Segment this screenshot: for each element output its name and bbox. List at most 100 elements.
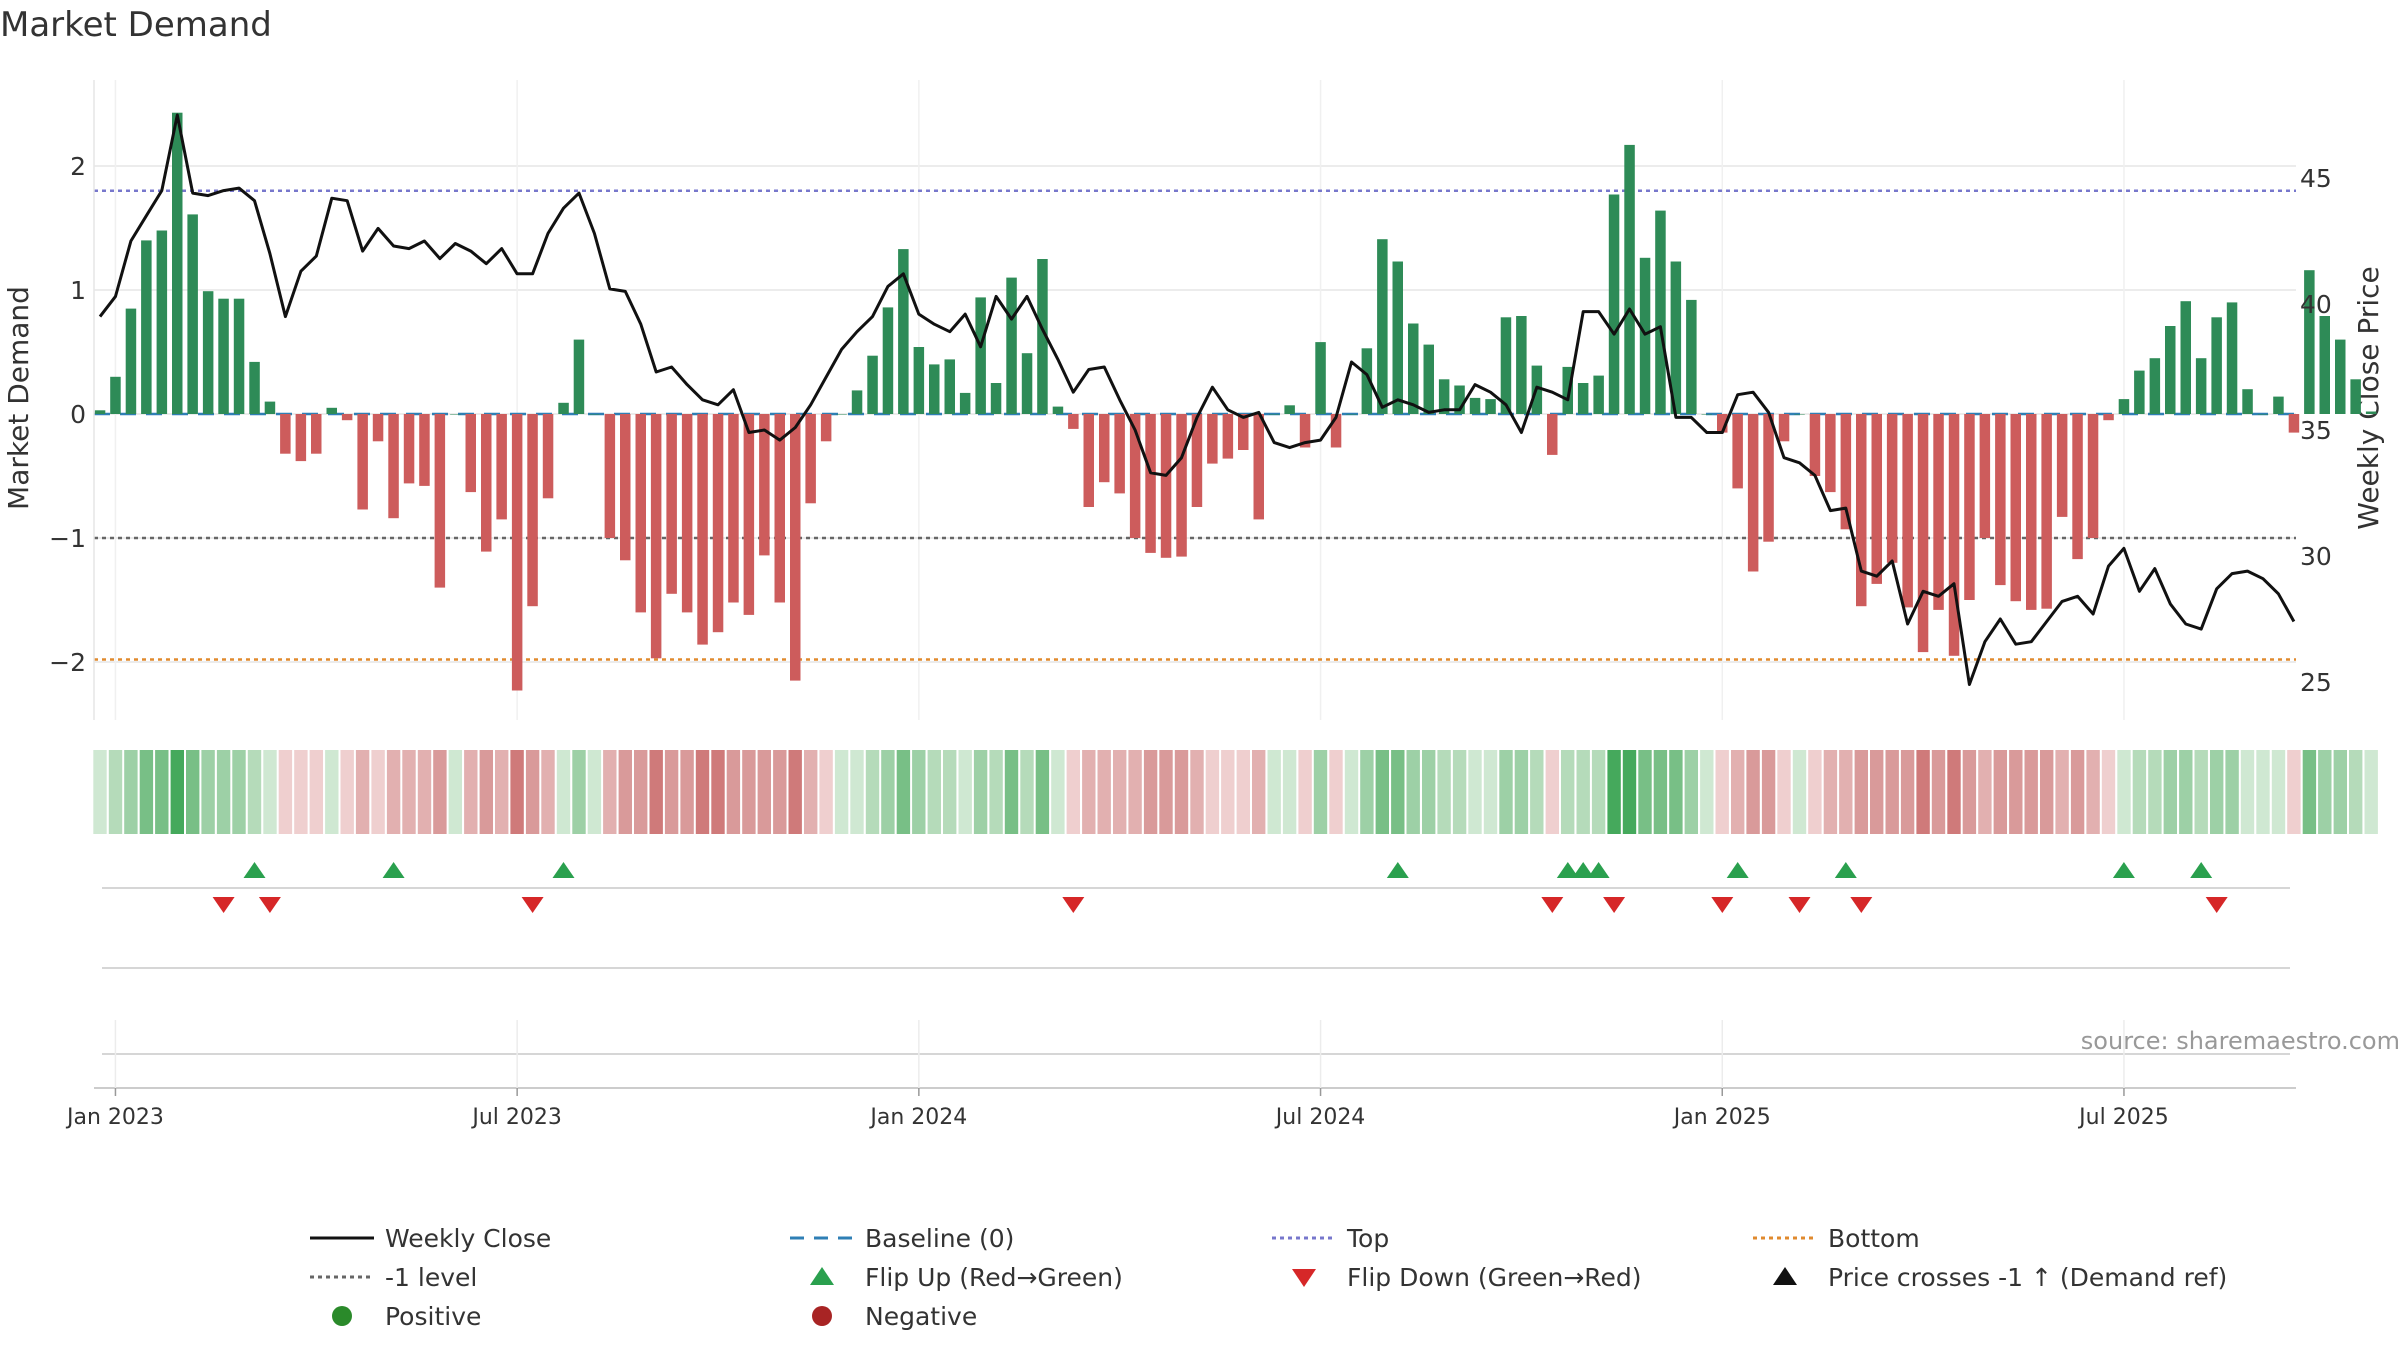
- chart-title: Market Demand: [0, 5, 272, 45]
- strip-cell: [1345, 750, 1358, 834]
- demand-bar: [991, 383, 1002, 414]
- strip-cell: [2349, 750, 2362, 834]
- strip-cell: [1515, 750, 1528, 834]
- demand-bar: [296, 414, 307, 461]
- strip-cell: [650, 750, 663, 834]
- demand-bar: [589, 414, 600, 415]
- strip-cell: [758, 750, 771, 834]
- demand-bar: [945, 359, 956, 414]
- strip-cell: [835, 750, 848, 834]
- flip-up-marker: [244, 862, 266, 878]
- demand-bar: [1763, 414, 1774, 542]
- demand-bar: [1176, 414, 1187, 557]
- strip-cell: [310, 750, 323, 834]
- strip-cell: [943, 750, 956, 834]
- demand-bar: [929, 364, 940, 414]
- demand-bar: [2242, 389, 2253, 414]
- strip-cell: [1607, 750, 1620, 834]
- strip-cell: [2133, 750, 2146, 834]
- demand-bar: [249, 362, 259, 414]
- strip-cell: [2117, 750, 2130, 834]
- strip-cell: [634, 750, 647, 834]
- strip-cell: [263, 750, 276, 834]
- demand-bar: [172, 113, 183, 414]
- demand-bar: [1053, 407, 1064, 414]
- strip-cell: [93, 750, 106, 834]
- demand-bar: [2258, 414, 2269, 415]
- strip-cell: [1947, 750, 1960, 834]
- demand-bar: [651, 414, 662, 658]
- legend-item: Negative: [812, 1302, 977, 1331]
- strip-cell: [572, 750, 585, 834]
- strip-cell: [1484, 750, 1497, 834]
- demand-bar: [1006, 278, 1017, 414]
- demand-bar: [744, 414, 755, 615]
- strip-cell: [1113, 750, 1126, 834]
- right-tick-label: 45: [2300, 164, 2332, 193]
- right-tick-label: 30: [2300, 542, 2332, 571]
- demand-bar: [2273, 397, 2284, 414]
- flip-up-marker: [2113, 862, 2135, 878]
- demand-bar: [1748, 414, 1759, 572]
- demand-bar: [1995, 414, 2006, 585]
- strip-cell: [1577, 750, 1590, 834]
- demand-bar: [2026, 414, 2037, 610]
- strip-cell: [2086, 750, 2099, 834]
- demand-bar: [1949, 414, 1960, 656]
- strip-cell: [464, 750, 477, 834]
- strip-cell: [2009, 750, 2022, 834]
- strip-cell: [665, 750, 678, 834]
- strip-cell: [341, 750, 354, 834]
- strip-cell: [2334, 750, 2347, 834]
- demand-bar: [2165, 326, 2176, 414]
- strip-cell: [1638, 750, 1651, 834]
- demand-bar: [1794, 414, 1805, 415]
- flip-down-marker: [1062, 897, 1084, 913]
- demand-bar: [404, 414, 415, 483]
- strip-cell: [2365, 750, 2378, 834]
- strip-cell: [1314, 750, 1327, 834]
- demand-bar: [2366, 412, 2377, 415]
- strip-cell: [1731, 750, 1744, 834]
- strip-cell: [1453, 750, 1466, 834]
- demand-bar: [2211, 317, 2222, 414]
- strip-cell: [989, 750, 1002, 834]
- strip-cell: [402, 750, 415, 834]
- demand-bar: [2057, 414, 2068, 517]
- strip-cell: [201, 750, 214, 834]
- demand-bar: [450, 414, 461, 415]
- strip-cell: [2318, 750, 2331, 834]
- demand-bar: [1702, 414, 1713, 415]
- strip-cell: [2287, 750, 2300, 834]
- strip-cell: [510, 750, 523, 834]
- demand-bar: [2011, 414, 2022, 601]
- legend-item: Top: [1272, 1224, 1389, 1253]
- strip-cell: [248, 750, 261, 834]
- x-tick-label: Jul 2024: [1274, 1105, 1366, 1130]
- demand-bar: [1640, 258, 1651, 414]
- demand-bar: [388, 414, 399, 518]
- legend-label: Price crosses -1 ↑ (Demand ref): [1828, 1263, 2227, 1292]
- demand-heat-strip: [93, 750, 2378, 834]
- demand-bar: [218, 299, 229, 414]
- demand-bar: [558, 403, 569, 414]
- demand-bar: [2041, 414, 2051, 609]
- legend-item: Positive: [332, 1302, 481, 1331]
- demand-bar: [2103, 414, 2114, 420]
- legend-label: Negative: [865, 1302, 977, 1331]
- strip-cell: [711, 750, 724, 834]
- strip-cell: [1036, 750, 1049, 834]
- legend-item: Baseline (0): [790, 1224, 1014, 1253]
- strip-cell: [804, 750, 817, 834]
- strip-cell: [789, 750, 802, 834]
- flip-down-marker: [259, 897, 281, 913]
- demand-bar: [1918, 414, 1929, 652]
- strip-cell: [480, 750, 493, 834]
- strip-cell: [1468, 750, 1481, 834]
- flip-down-marker: [1850, 897, 1872, 913]
- strip-cell: [773, 750, 786, 834]
- strip-cell: [1530, 750, 1543, 834]
- demand-bar: [234, 299, 245, 414]
- legend-swatch-triangle-up: [1773, 1267, 1797, 1285]
- right-tick-label: 25: [2300, 668, 2332, 697]
